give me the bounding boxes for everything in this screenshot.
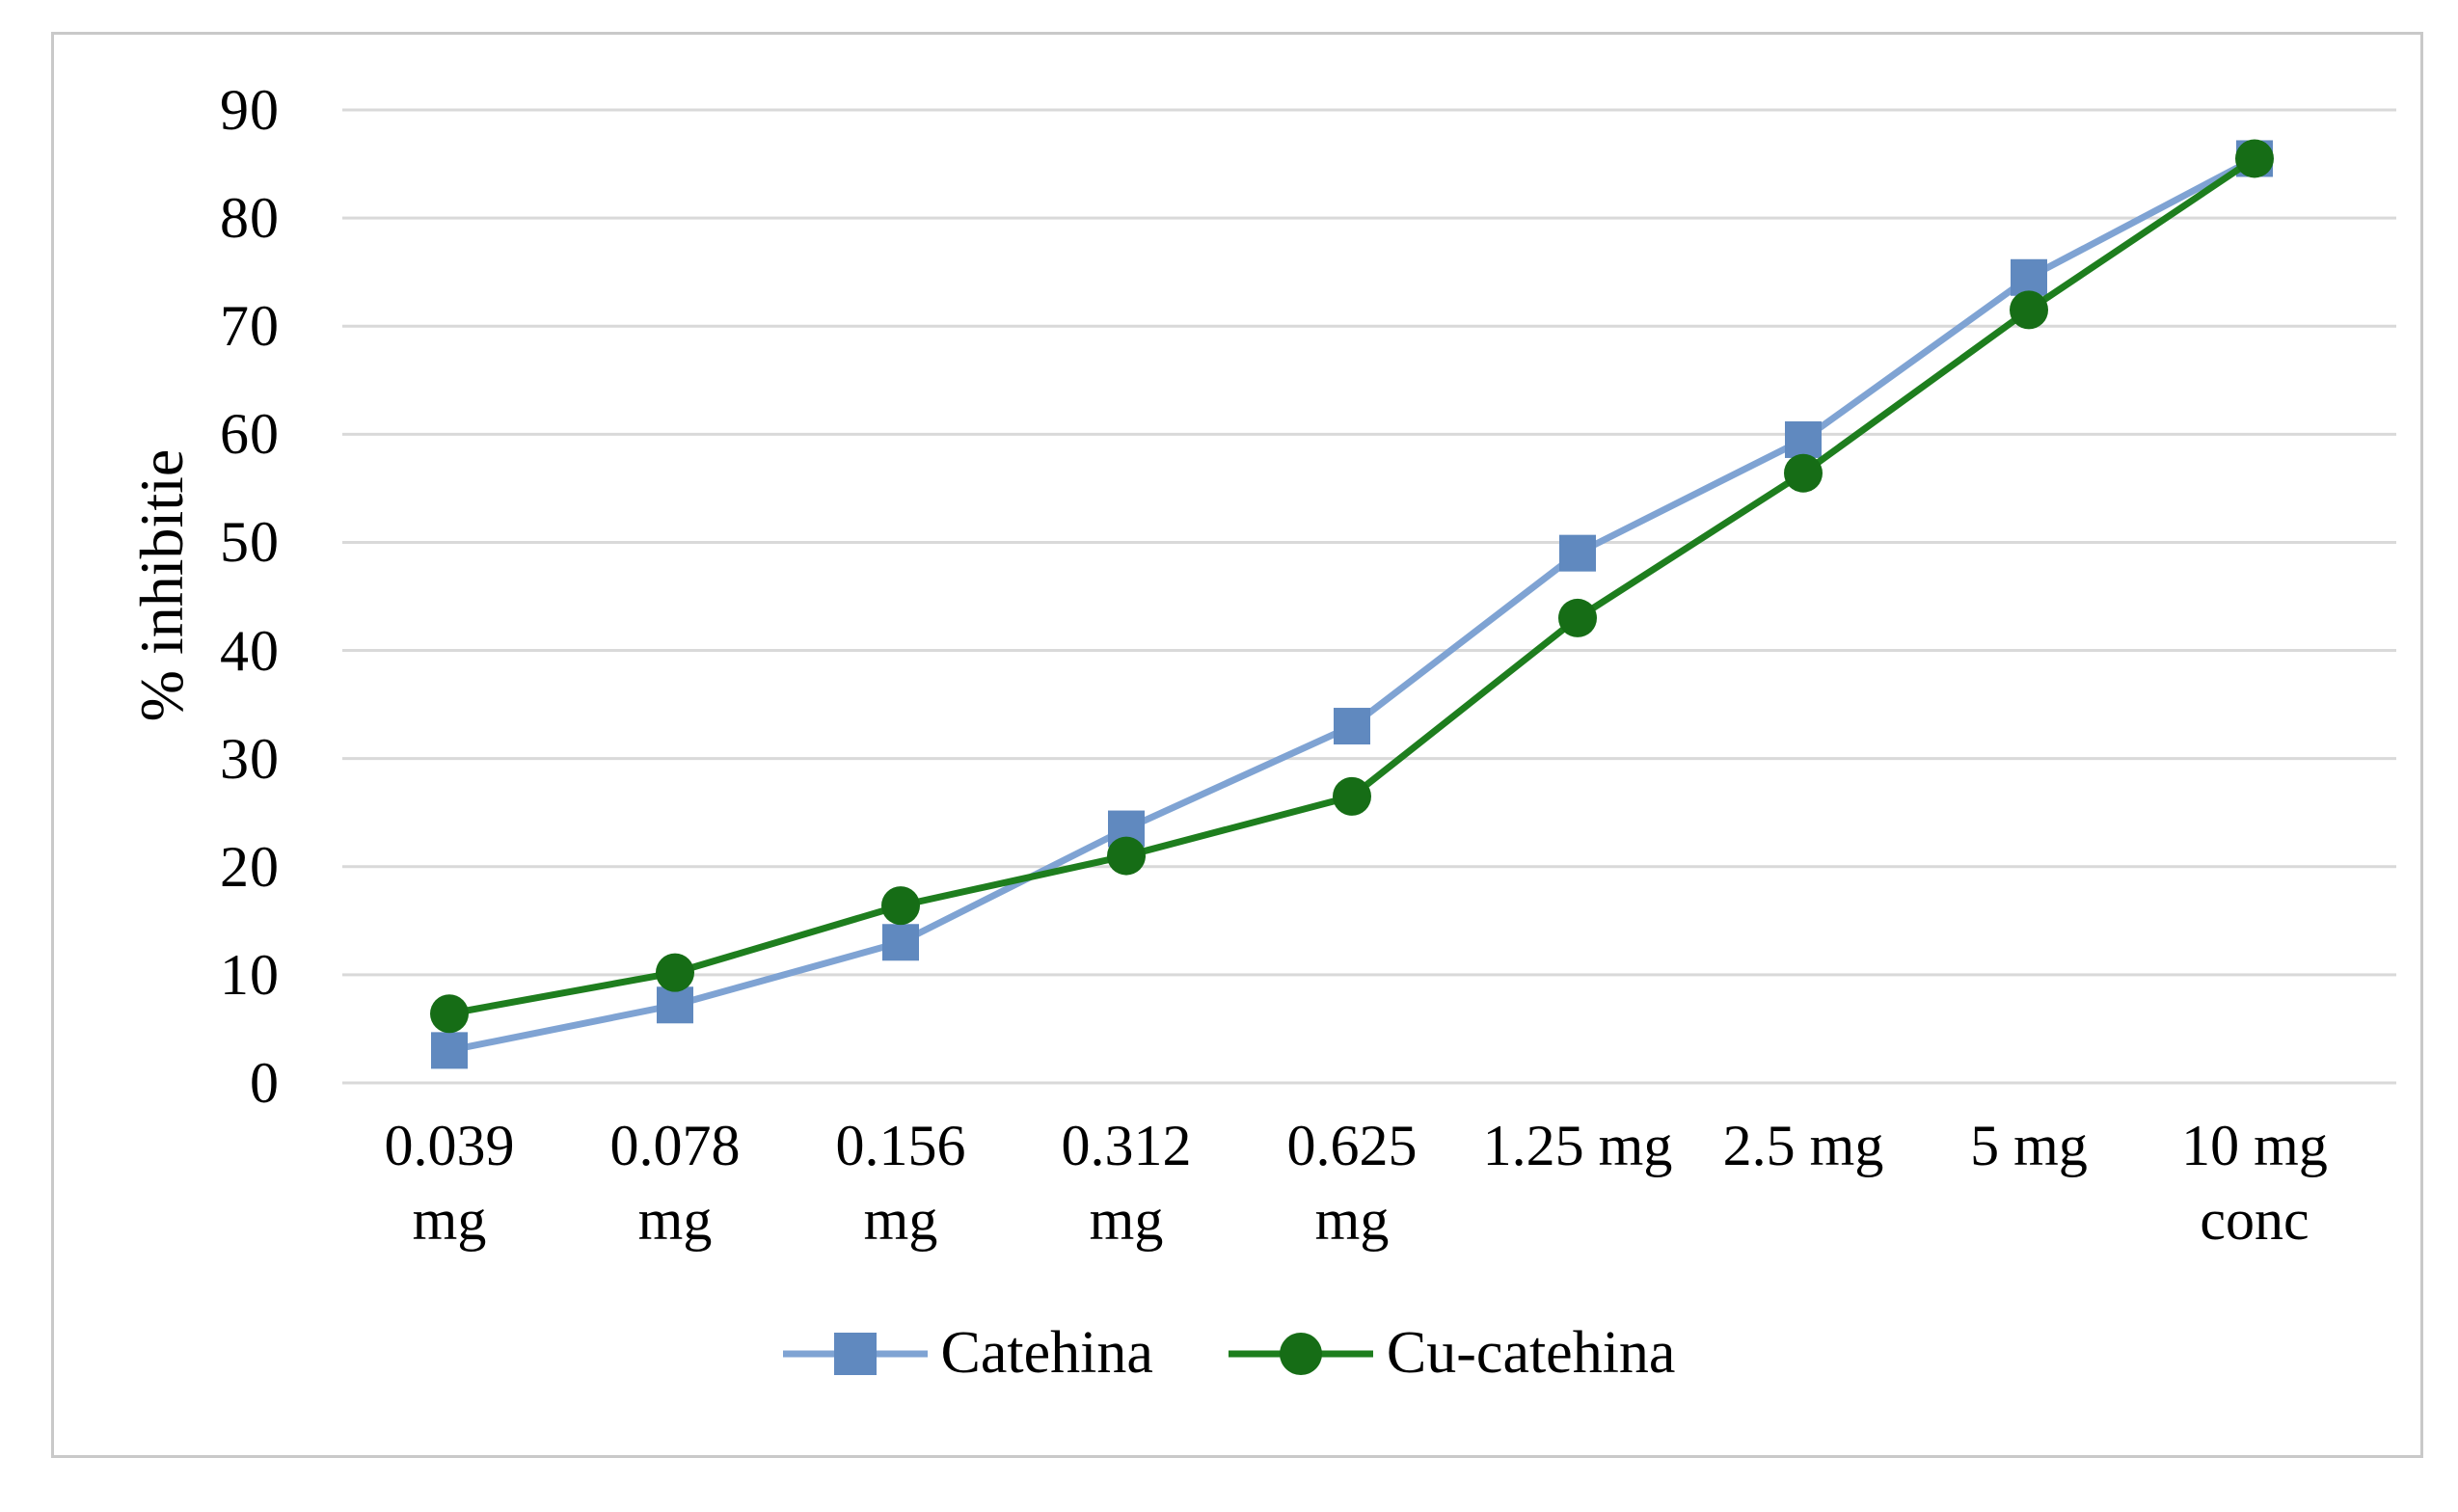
x-category-label: 10 mg conc: [2181, 1114, 2328, 1252]
series-line-catehina: [448, 155, 2256, 1054]
y-axis-title: % inhibitie: [127, 448, 196, 722]
y-tick-label: 0: [250, 1051, 280, 1115]
data-point-marker: [2010, 290, 2048, 330]
x-category-label: 2.5 mg: [1722, 1114, 1884, 1177]
data-point-marker: [2235, 139, 2274, 178]
x-category-label: 0.039 mg: [384, 1114, 515, 1252]
square-marker-icon: [782, 1332, 928, 1375]
data-point-marker: [1558, 598, 1597, 637]
data-point-marker: [1784, 453, 1823, 493]
data-point-marker: [1334, 708, 1370, 745]
data-point-marker: [430, 994, 469, 1034]
data-point-marker: [1333, 776, 1371, 816]
y-tick-label: 40: [220, 618, 280, 683]
x-category-label: 0.156 mg: [835, 1114, 966, 1252]
data-point-marker: [1559, 534, 1596, 572]
x-category-label: 0.312 mg: [1061, 1114, 1192, 1252]
y-tick-label: 90: [220, 78, 280, 142]
x-category-label: 1.25 mg: [1482, 1114, 1673, 1177]
y-tick-label: 10: [220, 942, 280, 1007]
data-point-marker: [1785, 420, 1822, 458]
series-line-cu-catehina: [448, 155, 2256, 1017]
x-category-label: 0.078 mg: [609, 1114, 741, 1252]
legend-item-catehina: Catehina: [782, 1319, 1153, 1388]
data-point-marker: [656, 953, 694, 992]
legend-label: Catehina: [940, 1320, 1153, 1386]
y-tick-label: 60: [220, 402, 280, 467]
data-point-marker: [431, 1032, 468, 1069]
legend: Catehina Cu-catehina: [0, 1319, 2458, 1388]
y-tick-label: 70: [220, 294, 280, 359]
legend-label: Cu-catehina: [1386, 1320, 1676, 1386]
y-tick-label: 80: [220, 186, 280, 251]
data-point-marker: [2011, 258, 2047, 296]
y-tick-label: 30: [220, 726, 280, 791]
data-point-marker: [657, 986, 693, 1024]
data-point-marker: [881, 886, 920, 926]
x-category-label: 0.625 mg: [1286, 1114, 1418, 1252]
y-tick-label: 20: [220, 834, 280, 899]
data-point-marker: [882, 924, 919, 961]
y-tick-label: 50: [220, 510, 280, 575]
legend-item-cu-catehina: Cu-catehina: [1228, 1319, 1676, 1388]
x-category-label: 5 mg: [1970, 1114, 2088, 1177]
data-point-marker: [1107, 836, 1146, 876]
circle-marker-icon: [1228, 1332, 1373, 1375]
